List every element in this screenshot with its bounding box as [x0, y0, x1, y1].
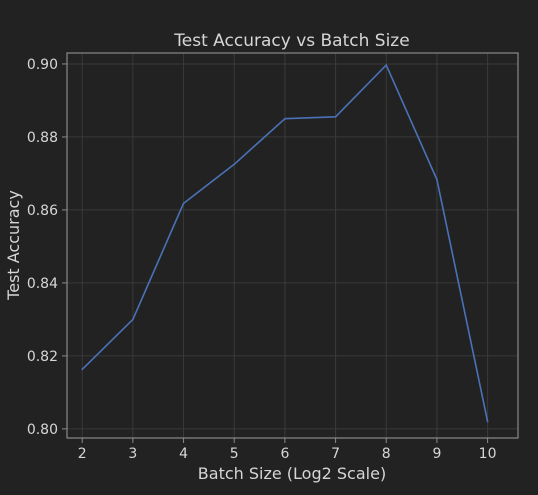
- data-point: [233, 163, 236, 166]
- x-tick-label: 7: [331, 446, 340, 462]
- data-point: [81, 368, 84, 371]
- data-point: [486, 420, 489, 423]
- data-point: [132, 318, 134, 321]
- x-tick-label: 3: [128, 446, 137, 462]
- y-axis-label: Test Accuracy: [4, 190, 23, 301]
- series-layer: [81, 64, 489, 423]
- y-tick-label: 0.90: [27, 57, 58, 73]
- plot-frame: [66, 52, 519, 439]
- y-tick-label: 0.82: [27, 349, 58, 365]
- x-tick-label: 6: [280, 446, 289, 462]
- x-tick-label: 4: [179, 446, 188, 462]
- data-point: [436, 178, 438, 181]
- y-tick-label: 0.84: [27, 276, 58, 292]
- data-point: [385, 64, 388, 66]
- x-tick-label: 2: [78, 446, 87, 462]
- x-axis-label: Batch Size (Log2 Scale): [198, 464, 386, 483]
- data-point: [182, 202, 185, 205]
- x-tick-label: 8: [382, 446, 391, 462]
- data-point: [284, 117, 286, 120]
- x-tick-label: 10: [479, 446, 497, 462]
- x-tick-label: 5: [230, 446, 239, 462]
- y-axis-ticks: 0.80 0.82 0.84 0.86 0.88 0.90: [27, 57, 67, 438]
- x-axis-ticks: 2 3 4 5 6 7 8 9 10: [78, 438, 497, 462]
- y-tick-label: 0.80: [27, 422, 58, 438]
- y-tick-label: 0.88: [27, 130, 58, 146]
- x-tick-label: 9: [432, 446, 441, 462]
- y-tick-label: 0.86: [27, 203, 58, 219]
- chart-title: Test Accuracy vs Batch Size: [173, 31, 409, 51]
- data-point: [334, 116, 337, 118]
